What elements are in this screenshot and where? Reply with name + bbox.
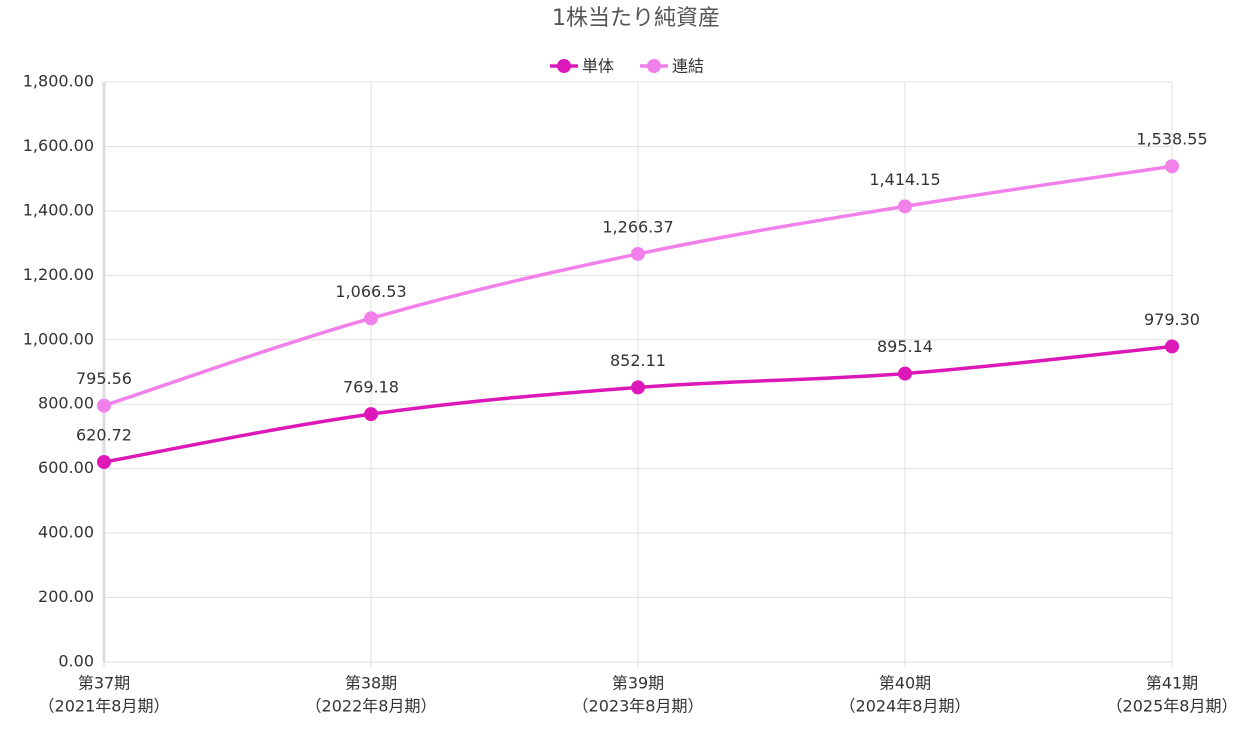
data-point	[631, 246, 645, 261]
data-label: 769.18	[343, 378, 399, 397]
data-point	[1165, 339, 1179, 354]
y-tick-label: 1,000.00	[23, 329, 94, 348]
y-tick-label: 1,600.00	[23, 136, 94, 155]
x-tick-label: 第37期	[78, 674, 130, 693]
x-tick-label: （2021年8月期）	[39, 697, 170, 716]
y-tick-label: 1,800.00	[23, 72, 94, 91]
x-tick-label: （2023年8月期）	[573, 697, 704, 716]
legend-label: 単体	[582, 57, 614, 76]
x-tick-label: （2025年8月期）	[1107, 697, 1238, 716]
data-label: 1,066.53	[335, 282, 406, 301]
y-tick-label: 400.00	[38, 523, 94, 542]
data-point	[97, 454, 111, 469]
data-point	[1165, 159, 1179, 174]
y-tick-label: 800.00	[38, 394, 94, 413]
data-point	[898, 366, 912, 381]
legend-marker	[557, 59, 571, 73]
data-point	[364, 311, 378, 326]
data-point	[631, 380, 645, 395]
y-tick-label: 1,400.00	[23, 200, 94, 219]
y-tick-label: 0.00	[58, 652, 94, 671]
data-point	[97, 398, 111, 413]
y-tick-label: 200.00	[38, 587, 94, 606]
legend-label: 連結	[672, 57, 704, 76]
data-label: 620.72	[76, 425, 132, 444]
x-tick-label: （2024年8月期）	[840, 697, 971, 716]
data-label: 979.30	[1144, 310, 1200, 329]
data-label: 795.56	[76, 369, 132, 388]
data-point	[898, 199, 912, 214]
data-label: 895.14	[877, 337, 933, 356]
data-label: 1,414.15	[869, 170, 940, 189]
data-label: 1,538.55	[1136, 130, 1207, 149]
y-tick-label: 600.00	[38, 458, 94, 477]
x-tick-label: 第39期	[612, 674, 664, 693]
data-label: 1,266.37	[602, 217, 673, 236]
x-tick-label: 第41期	[1146, 674, 1198, 693]
legend-marker	[647, 59, 661, 73]
data-point	[364, 407, 378, 422]
x-tick-label: 第40期	[879, 674, 931, 693]
x-tick-label: 第38期	[345, 674, 397, 693]
chart-title: 1株当たり純資産	[552, 6, 720, 31]
x-tick-label: （2022年8月期）	[306, 697, 437, 716]
y-tick-label: 1,200.00	[23, 265, 94, 284]
data-label: 852.11	[610, 351, 666, 370]
